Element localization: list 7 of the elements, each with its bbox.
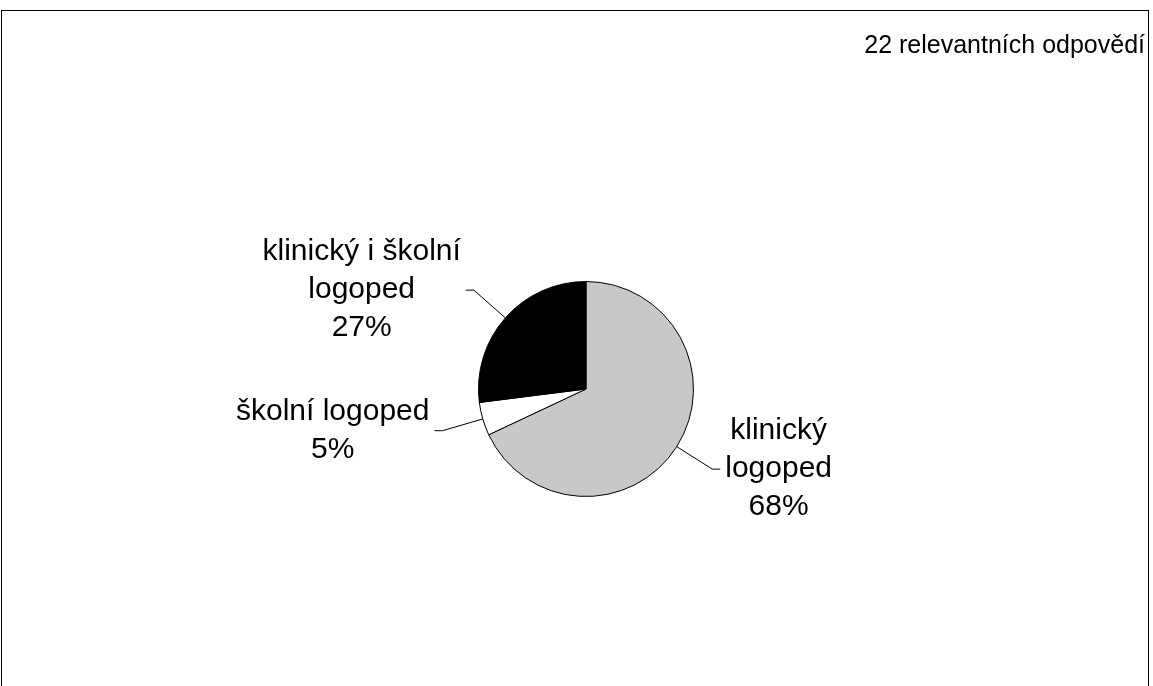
- slice-label: školní logoped: [235, 392, 430, 426]
- slice-label: klinický logoped: [725, 412, 832, 484]
- slice-label: klinický i školní logoped: [262, 233, 462, 305]
- text: 22 relevantních odpovědí: [864, 29, 1145, 60]
- data-label: 27%: [331, 309, 392, 343]
- data-label: 5%: [311, 430, 355, 464]
- data-label: 68%: [748, 488, 809, 522]
